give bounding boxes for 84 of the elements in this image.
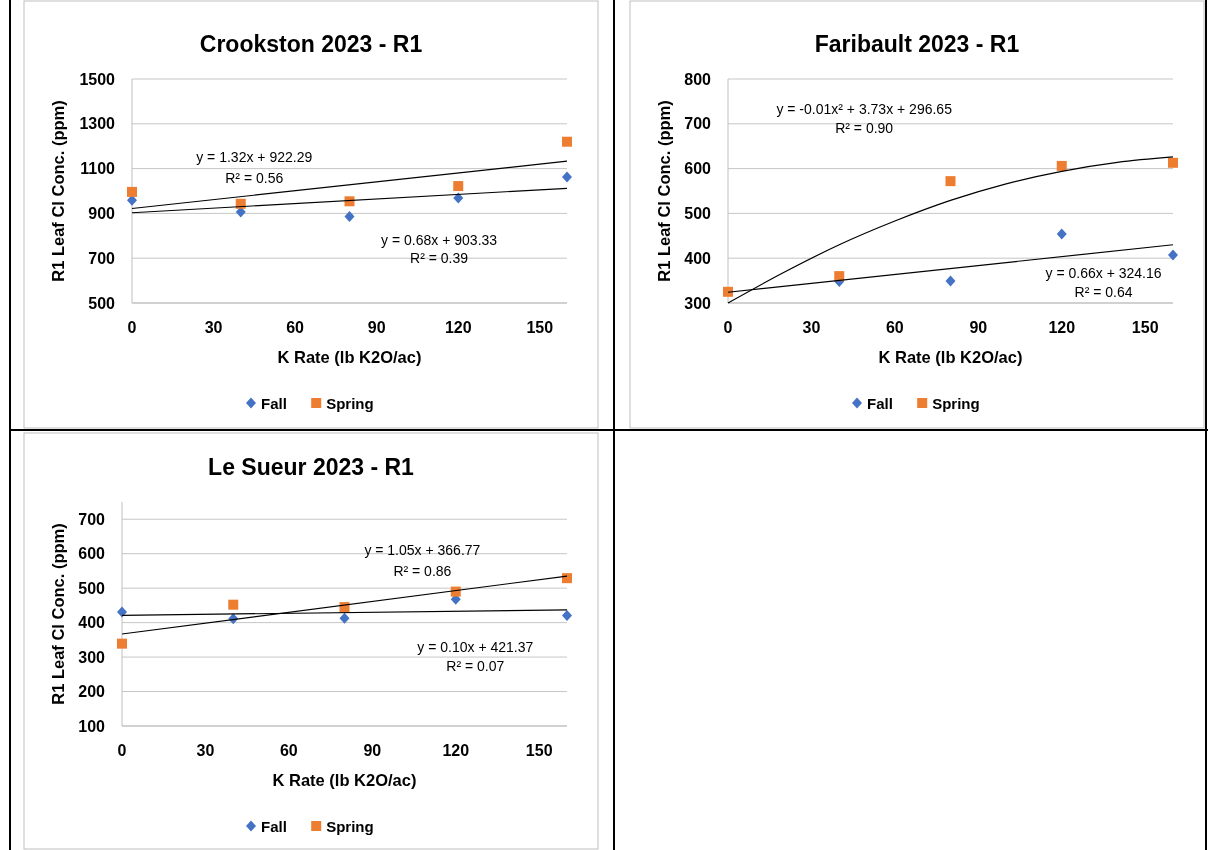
y-tick-label: 1500 xyxy=(79,70,116,88)
annotation: R² = 0.39 xyxy=(410,250,469,267)
y-tick-label: 200 xyxy=(78,683,106,701)
point xyxy=(562,136,572,147)
point xyxy=(562,609,572,621)
x-tick-label: 90 xyxy=(367,318,386,336)
y-tick-label: 300 xyxy=(684,294,712,312)
point xyxy=(339,612,350,624)
y-tick-label: 700 xyxy=(684,115,712,133)
y-axis-title: R1 Leaf Cl Conc. (ppm) xyxy=(49,523,67,705)
y-tick-label: 400 xyxy=(684,249,712,267)
x-tick-label: 150 xyxy=(1131,318,1159,336)
annotation: R² = 0.64 xyxy=(1074,284,1133,301)
chart-title: Crookston 2023 - R1 xyxy=(199,31,423,57)
x-tick-label: 60 xyxy=(885,318,904,336)
x-axis-title: K Rate (lb K2O/ac) xyxy=(277,348,422,366)
y-axis-title: R1 Leaf Cl Conc. (ppm) xyxy=(655,100,673,282)
point xyxy=(453,181,464,192)
x-tick-label: 60 xyxy=(279,741,298,759)
x-tick-label: 0 xyxy=(117,741,127,759)
legend-label: Spring xyxy=(326,394,374,412)
x-tick-label: 120 xyxy=(442,741,470,759)
y-tick-label: 500 xyxy=(684,204,712,222)
y-tick-label: 700 xyxy=(78,510,106,528)
legend-label: Spring xyxy=(326,817,374,835)
point xyxy=(344,211,355,223)
point xyxy=(344,196,355,207)
chart-title: Faribault 2023 - R1 xyxy=(814,31,1020,57)
x-tick-label: 120 xyxy=(444,318,472,336)
annotation: y = 1.32x + 922.29 xyxy=(196,149,313,166)
point xyxy=(723,286,733,297)
point xyxy=(117,638,127,649)
annotation: y = -0.01x² + 3.73x + 296.65 xyxy=(776,101,953,118)
y-tick-label: 500 xyxy=(88,294,116,312)
y-tick-label: 600 xyxy=(78,545,106,563)
point xyxy=(453,192,464,204)
x-axis-title: K Rate (lb K2O/ac) xyxy=(878,348,1023,366)
legend-label: Fall xyxy=(261,817,287,835)
annotation: y = 0.10x + 421.37 xyxy=(417,638,534,655)
y-tick-label: 1100 xyxy=(80,160,116,178)
annotation: R² = 0.56 xyxy=(225,169,284,186)
x-tick-label: 120 xyxy=(1048,318,1076,336)
y-tick-label: 100 xyxy=(78,717,106,735)
annotation: R² = 0.86 xyxy=(393,562,452,579)
point xyxy=(562,573,572,584)
point xyxy=(228,599,239,610)
x-tick-label: 150 xyxy=(526,318,554,336)
x-tick-label: 0 xyxy=(127,318,137,336)
x-axis-title: K Rate (lb K2O/ac) xyxy=(272,771,417,789)
x-tick-label: 150 xyxy=(525,741,553,759)
legend-label: Spring xyxy=(932,394,980,412)
legend-label: Fall xyxy=(261,394,287,412)
x-tick-label: 60 xyxy=(286,318,305,336)
point xyxy=(1168,249,1178,261)
y-axis-title: R1 Leaf Cl Conc. (ppm) xyxy=(49,100,67,282)
x-tick-label: 0 xyxy=(723,318,733,336)
point xyxy=(945,176,956,187)
x-tick-label: 30 xyxy=(204,318,223,336)
x-tick-label: 30 xyxy=(802,318,821,336)
y-tick-label: 800 xyxy=(684,70,712,88)
point xyxy=(127,186,137,197)
point xyxy=(562,171,572,183)
point xyxy=(945,275,956,287)
y-tick-label: 600 xyxy=(684,160,712,178)
y-tick-label: 400 xyxy=(78,614,106,632)
y-tick-label: 300 xyxy=(78,648,106,666)
y-tick-label: 700 xyxy=(88,249,116,267)
legend-label: Fall xyxy=(867,394,893,412)
point xyxy=(117,606,127,618)
x-tick-label: 90 xyxy=(969,318,988,336)
annotation: R² = 0.07 xyxy=(446,657,505,674)
y-tick-label: 1300 xyxy=(79,115,116,133)
y-tick-label: 900 xyxy=(88,204,116,222)
point xyxy=(1056,160,1067,171)
y-tick-label: 500 xyxy=(78,579,106,597)
annotation: y = 0.68x + 903.33 xyxy=(381,232,498,249)
x-tick-label: 90 xyxy=(363,741,382,759)
annotation: y = 1.05x + 366.77 xyxy=(364,542,481,559)
point xyxy=(1168,157,1178,168)
x-tick-label: 30 xyxy=(196,741,215,759)
annotation: y = 0.66x + 324.16 xyxy=(1045,264,1162,281)
chart-title: Le Sueur 2023 - R1 xyxy=(208,454,415,480)
point xyxy=(1056,228,1067,240)
annotation: R² = 0.90 xyxy=(835,120,894,137)
